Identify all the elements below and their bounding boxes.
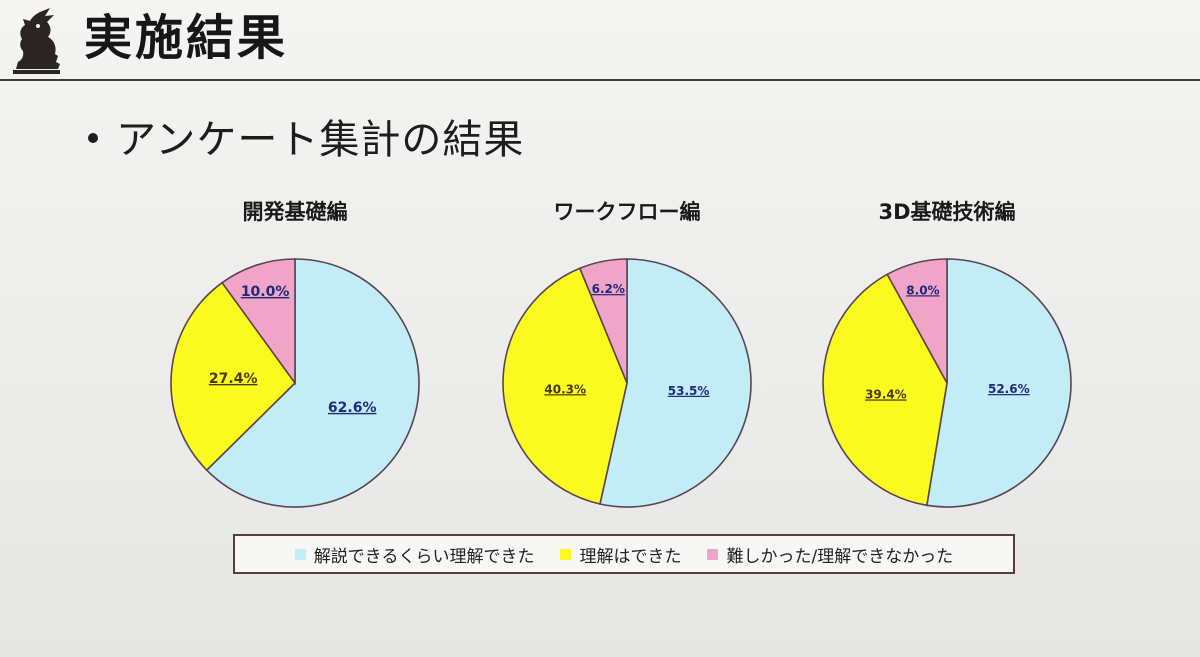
legend-label: 解説できるくらい理解できた [313, 546, 535, 567]
dragon-logo-icon [10, 6, 62, 76]
legend-item: 難しかった/理解できなかった [707, 542, 953, 567]
pie-svg: 53.5% 40.3% 6.2% [502, 258, 752, 508]
slice-understood-explain [205, 258, 420, 508]
legend-label: 難しかった/理解できなかった [726, 546, 954, 567]
slice-value-label: 52.6% [988, 382, 1030, 396]
slice-understood-explain [925, 258, 1072, 508]
bullet-text: アンケート集計の結果 [116, 117, 525, 163]
pie-chart-3d-kiso: 3D基礎技術編 52.6% 39.4% 8.0% [802, 195, 1092, 525]
slice-value-label: 6.2% [592, 282, 625, 296]
chart-title: 開発基礎編 [242, 200, 348, 224]
slice-difficult [886, 258, 948, 384]
legend-swatch-icon [707, 548, 719, 560]
slice-value-label: 39.4% [865, 387, 907, 401]
legend-item: 解説できるくらい理解できた [294, 542, 535, 567]
slice-understood [822, 273, 948, 507]
legend-swatch-icon [560, 548, 572, 560]
slice-value-label: 53.5% [668, 384, 710, 398]
slide-title: 実施結果 [84, 10, 289, 66]
bullet-heading: アンケート集計の結果 [88, 110, 524, 170]
legend-label: 理解はできた [579, 546, 682, 567]
chart-title: 3D基礎技術編 [878, 200, 1016, 224]
header-divider [0, 79, 1200, 81]
slice-difficult [220, 258, 296, 386]
slice-value-label: 62.6% [328, 400, 377, 416]
slice-value-label: 10.0% [241, 284, 290, 300]
slice-difficult [578, 258, 628, 384]
chart-legend: 解説できるくらい理解できた 理解はできた 難しかった/理解できなかった [233, 534, 1015, 574]
pie-svg: 62.6% 27.4% 10.0% [170, 258, 420, 508]
slice-value-label: 8.0% [906, 283, 939, 297]
slice-understood-explain [598, 258, 752, 508]
pie-chart-workflow: ワークフロー編 53.5% 40.3% 6.2% [482, 195, 772, 525]
slice-understood [502, 267, 628, 505]
bullet-dot-icon [88, 133, 98, 143]
slice-value-label: 27.4% [209, 371, 258, 387]
slice-value-label: 40.3% [544, 382, 586, 396]
pie-svg: 52.6% 39.4% 8.0% [822, 258, 1072, 508]
legend-swatch-icon [294, 548, 306, 560]
chart-title: ワークフロー編 [553, 200, 701, 224]
pie-chart-kaihatsu-kiso: 開発基礎編 62.6% 27.4% 10.0% [150, 195, 440, 525]
legend-item: 理解はできた [560, 542, 681, 567]
slide-header: 実施結果 [0, 0, 1200, 81]
slice-understood [170, 281, 297, 472]
